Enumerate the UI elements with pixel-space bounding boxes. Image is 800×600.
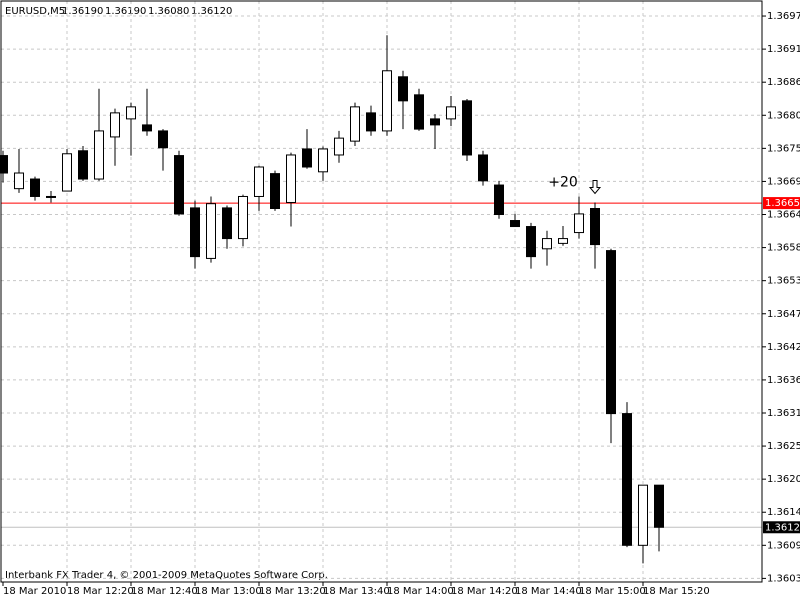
candle-body bbox=[398, 76, 408, 102]
candle-body bbox=[590, 208, 600, 246]
candle-body bbox=[254, 166, 264, 197]
candle-body bbox=[190, 207, 200, 258]
candle-body bbox=[542, 238, 552, 250]
candle-body bbox=[142, 124, 152, 132]
candle-body bbox=[126, 106, 136, 120]
candle-body bbox=[206, 203, 216, 259]
price-label-box bbox=[763, 521, 800, 534]
candle-body bbox=[446, 106, 456, 120]
y-tick-label: 1.36310 bbox=[767, 408, 800, 419]
y-tick-label: 1.36585 bbox=[767, 243, 800, 254]
candle-body bbox=[46, 195, 56, 198]
header-price: 1.36080 bbox=[148, 6, 189, 17]
y-tick-label: 1.36475 bbox=[767, 309, 800, 320]
candle-body bbox=[430, 118, 440, 126]
candle-body bbox=[574, 213, 584, 234]
x-tick-label: 18 Mar 13:00 bbox=[195, 586, 262, 597]
candle-body bbox=[494, 184, 504, 216]
y-tick-label: 1.36695 bbox=[767, 176, 800, 187]
y-tick-label: 1.36970 bbox=[767, 11, 800, 22]
candle-body bbox=[78, 150, 88, 180]
x-tick-label: 18 Mar 13:40 bbox=[323, 586, 390, 597]
candle-body bbox=[0, 155, 8, 174]
plot-frame bbox=[0, 0, 763, 583]
candle-body bbox=[638, 484, 648, 546]
y-tick-label: 1.36145 bbox=[767, 507, 800, 518]
candle-body bbox=[270, 173, 280, 209]
candle-body bbox=[110, 112, 120, 138]
price-label: 1.36120 bbox=[765, 522, 800, 533]
candle-body bbox=[238, 195, 248, 240]
candle-body bbox=[302, 148, 312, 168]
price-label-box bbox=[763, 197, 800, 210]
x-tick-label: 18 Mar 2010 bbox=[3, 586, 66, 597]
candle-body bbox=[558, 238, 568, 244]
footer: Interbank FX Trader 4, © 2001-2009 MetaQ… bbox=[5, 570, 328, 581]
candle-body bbox=[222, 207, 232, 240]
x-tick-label: 18 Mar 14:40 bbox=[515, 586, 582, 597]
candle-body bbox=[94, 130, 104, 180]
candle-body bbox=[174, 155, 184, 215]
candle-body bbox=[414, 94, 424, 130]
arrow bbox=[588, 179, 602, 195]
header-price: 1.36120 bbox=[191, 6, 232, 17]
candle-body bbox=[478, 154, 488, 182]
candle-body bbox=[30, 178, 40, 197]
candle-body bbox=[654, 484, 664, 528]
x-tick-label: 18 Mar 14:00 bbox=[387, 586, 454, 597]
candle-body bbox=[382, 70, 392, 132]
x-tick-label: 18 Mar 12:40 bbox=[131, 586, 198, 597]
annotation: +20 bbox=[548, 174, 578, 190]
y-tick-label: 1.36365 bbox=[767, 375, 800, 386]
y-tick-label: 1.36090 bbox=[767, 540, 800, 551]
candle-body bbox=[366, 112, 376, 132]
candle-body bbox=[318, 148, 328, 173]
y-tick-label: 1.36420 bbox=[767, 342, 800, 353]
y-tick-label: 1.36750 bbox=[767, 143, 800, 154]
candle-body bbox=[286, 154, 296, 203]
x-tick-label: 18 Mar 15:00 bbox=[579, 586, 646, 597]
candle-body bbox=[526, 226, 536, 258]
y-tick-label: 1.36915 bbox=[767, 44, 800, 55]
candle-body bbox=[622, 413, 632, 546]
candle-body bbox=[62, 153, 72, 192]
chart-title: EURUSD,M5 bbox=[5, 6, 65, 17]
x-tick-label: 18 Mar 15:20 bbox=[643, 586, 710, 597]
candle-body bbox=[462, 100, 472, 156]
header-price: 1.36190 bbox=[62, 6, 103, 17]
x-tick-label: 18 Mar 14:20 bbox=[451, 586, 518, 597]
candle-body bbox=[510, 220, 520, 228]
x-tick-label: 18 Mar 12:20 bbox=[67, 586, 134, 597]
header-price: 1.36190 bbox=[105, 6, 146, 17]
y-tick-label: 1.36255 bbox=[767, 441, 800, 452]
y-tick-label: 1.36805 bbox=[767, 110, 800, 121]
y-tick-label: 1.36860 bbox=[767, 77, 800, 88]
y-tick-label: 1.36200 bbox=[767, 474, 800, 485]
y-tick-label: 1.36530 bbox=[767, 276, 800, 287]
candle-body bbox=[606, 250, 616, 415]
candle-body bbox=[158, 130, 168, 149]
candle-body bbox=[350, 106, 360, 142]
y-tick-label: 1.36035 bbox=[767, 573, 800, 584]
candle-body bbox=[14, 172, 24, 190]
candle-body bbox=[334, 137, 344, 156]
price-label: 1.36659 bbox=[765, 198, 800, 209]
x-tick-label: 18 Mar 13:20 bbox=[259, 586, 326, 597]
y-tick-label: 1.36640 bbox=[767, 210, 800, 221]
